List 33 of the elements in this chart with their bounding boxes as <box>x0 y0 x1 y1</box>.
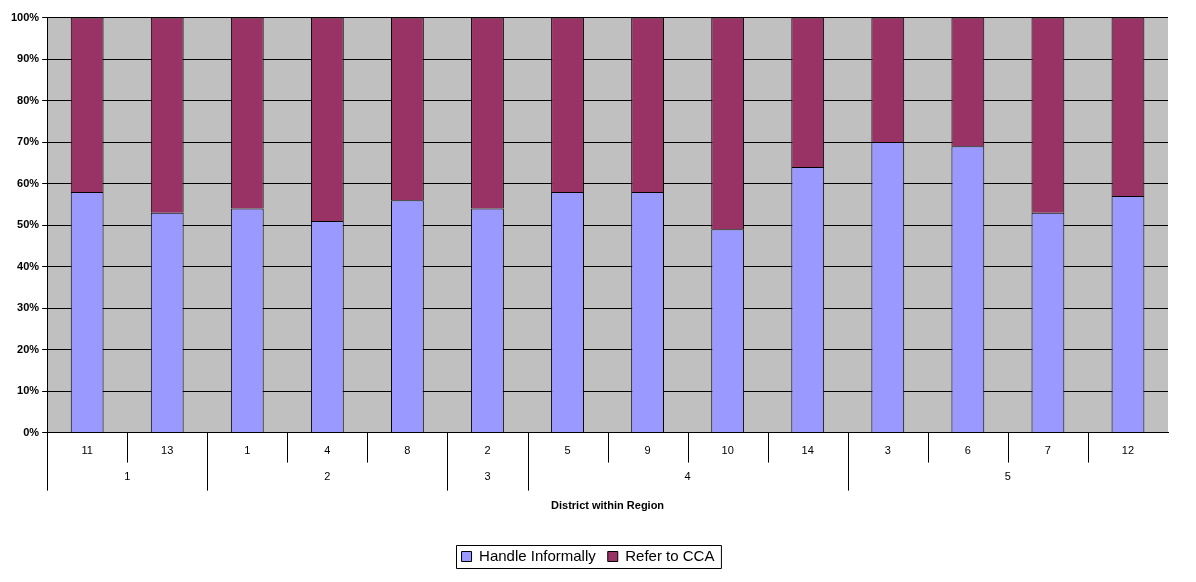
x-tick-label: 9 <box>644 444 651 457</box>
x-tick-label: 13 <box>161 444 174 457</box>
text: 1 <box>124 469 131 482</box>
text: 2 <box>324 469 331 482</box>
x-axis-title: District within Region <box>551 499 665 512</box>
y-tick-label: 40% <box>17 259 40 272</box>
x-tick-label: 14 <box>801 444 814 457</box>
y-tick-label: 80% <box>17 93 40 106</box>
y-tick-label: 60% <box>17 176 40 189</box>
text: 4 <box>684 469 691 482</box>
legend-label: Handle Informally <box>479 546 597 564</box>
y-tick-label: 50% <box>17 218 40 231</box>
x-tick-label: 10 <box>721 444 734 457</box>
y-tick-label: 90% <box>17 52 40 65</box>
x-tick-label: 5 <box>564 444 571 457</box>
x-tick-label: 11 <box>81 444 93 457</box>
x-tick-label: 4 <box>324 444 331 457</box>
legend-label: Refer to CCA <box>625 546 715 564</box>
y-tick-label: 20% <box>17 342 40 355</box>
y-tick-label: 100% <box>10 10 40 23</box>
y-tick-label: 30% <box>17 301 40 314</box>
text: 5 <box>1004 469 1011 482</box>
y-tick-label: 0% <box>23 425 40 438</box>
y-tick-label: 10% <box>17 384 40 397</box>
x-tick-label: 12 <box>1121 444 1135 457</box>
x-tick-label: 3 <box>884 444 891 457</box>
x-tick-label: 6 <box>964 444 971 457</box>
x-tick-label: 2 <box>484 444 491 457</box>
text: 3 <box>484 469 491 482</box>
x-tick-label: 1 <box>244 444 251 457</box>
x-tick-label: 8 <box>404 444 411 457</box>
y-tick-label: 70% <box>17 135 40 148</box>
x-tick-label: 7 <box>1044 444 1051 457</box>
